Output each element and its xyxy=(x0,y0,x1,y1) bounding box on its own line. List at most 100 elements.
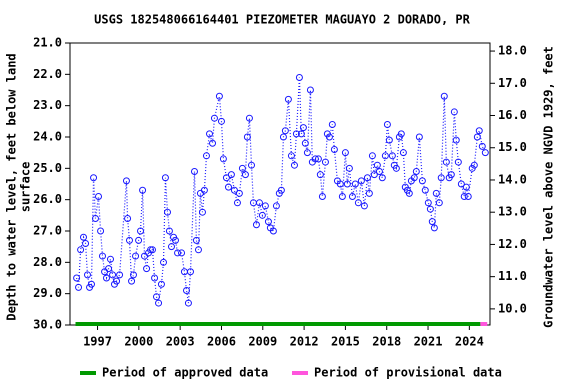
data-point xyxy=(224,183,232,191)
data-point xyxy=(295,73,303,81)
data-point xyxy=(452,136,460,144)
data-point xyxy=(95,193,103,201)
data-point xyxy=(255,199,263,207)
data-point xyxy=(161,174,169,182)
y2-tick-label: 14.0 xyxy=(498,172,527,186)
data-point xyxy=(264,218,272,226)
data-point xyxy=(190,167,198,175)
data-point xyxy=(79,233,87,241)
data-point xyxy=(122,177,130,185)
data-point xyxy=(128,277,136,285)
data-point xyxy=(157,280,165,288)
data-point xyxy=(160,258,168,266)
x-tick-label: 2015 xyxy=(331,335,360,349)
data-point xyxy=(277,186,285,194)
data-point xyxy=(113,277,121,285)
x-tick-label: 2009 xyxy=(248,335,277,349)
data-point xyxy=(151,274,159,282)
data-point xyxy=(171,236,179,244)
data-point xyxy=(397,130,405,138)
data-point xyxy=(354,199,362,207)
data-point xyxy=(137,227,145,235)
data-point xyxy=(428,218,436,226)
data-point xyxy=(457,180,465,188)
data-point xyxy=(245,114,253,122)
data-point xyxy=(345,164,353,172)
data-point xyxy=(437,174,445,182)
data-point xyxy=(261,202,269,210)
data-point xyxy=(129,271,137,279)
data-point xyxy=(478,142,486,150)
y2-tick-label: 18.0 xyxy=(498,44,527,58)
data-point xyxy=(301,139,309,147)
data-point xyxy=(292,130,300,138)
data-point xyxy=(303,149,311,157)
legend-label: Period of provisional data xyxy=(314,366,502,380)
data-point xyxy=(184,299,192,307)
y2-tick-label: 11.0 xyxy=(498,269,527,283)
data-point xyxy=(418,177,426,185)
data-point xyxy=(373,161,381,169)
y-tick-label: 22.0 xyxy=(33,67,62,81)
data-point xyxy=(186,268,194,276)
data-point xyxy=(116,271,124,279)
data-point xyxy=(252,221,260,229)
y-tick-label: 23.0 xyxy=(33,98,62,112)
data-point xyxy=(297,130,305,138)
data-point xyxy=(247,161,255,169)
data-point xyxy=(475,127,483,135)
data-point xyxy=(290,161,298,169)
data-point xyxy=(77,246,85,254)
data-point xyxy=(217,117,225,125)
data-point xyxy=(272,202,280,210)
data-point xyxy=(192,236,200,244)
x-tick-label: 2024 xyxy=(455,335,484,349)
data-point xyxy=(336,180,344,188)
data-point xyxy=(430,224,438,232)
data-point xyxy=(210,114,218,122)
y-tick-label: 27.0 xyxy=(33,224,62,238)
data-point xyxy=(470,161,478,169)
data-point xyxy=(209,139,217,147)
data-point xyxy=(330,146,338,154)
data-point xyxy=(215,92,223,100)
y-axis-label: Depth to water level, feet below land xyxy=(5,53,19,320)
data-point xyxy=(230,186,238,194)
data-point xyxy=(182,287,190,295)
data-point xyxy=(73,274,81,282)
data-point xyxy=(227,171,235,179)
y2-tick-label: 10.0 xyxy=(498,301,527,315)
data-point xyxy=(102,274,110,282)
y2-tick-label: 15.0 xyxy=(498,140,527,154)
data-point xyxy=(299,124,307,132)
period-bar xyxy=(480,322,488,326)
data-point xyxy=(135,236,143,244)
data-point xyxy=(222,174,230,182)
x-tick-label: 2021 xyxy=(414,335,443,349)
y-tick-label: 25.0 xyxy=(33,161,62,175)
data-point xyxy=(435,199,443,207)
data-point xyxy=(365,189,373,197)
data-point xyxy=(167,243,175,251)
data-point xyxy=(90,174,98,182)
data-point xyxy=(311,155,319,163)
data-point xyxy=(460,193,468,201)
data-point xyxy=(378,174,386,182)
data-line xyxy=(76,77,486,304)
data-point xyxy=(450,108,458,116)
x-tick-label: 2000 xyxy=(124,335,153,349)
legend-label: Period of approved data xyxy=(102,366,268,380)
data-point xyxy=(83,271,91,279)
data-point xyxy=(473,133,481,141)
data-point xyxy=(139,186,147,194)
plot-frame xyxy=(69,42,491,326)
data-point xyxy=(97,227,105,235)
data-point xyxy=(98,252,106,260)
data-point xyxy=(325,133,333,141)
x-tick-label: 1997 xyxy=(83,335,112,349)
y-tick-label: 30.0 xyxy=(33,318,62,332)
y2-tick-label: 12.0 xyxy=(498,237,527,251)
data-point xyxy=(178,249,186,257)
data-point xyxy=(75,283,83,291)
y2-tick-label: 17.0 xyxy=(498,76,527,90)
